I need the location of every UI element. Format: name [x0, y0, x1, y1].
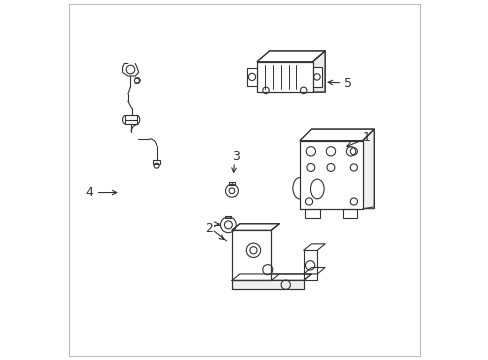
Polygon shape	[231, 274, 311, 280]
Text: 3: 3	[231, 150, 239, 163]
Text: 5: 5	[344, 77, 352, 90]
Text: 4: 4	[85, 186, 93, 199]
Polygon shape	[362, 129, 373, 209]
Polygon shape	[312, 51, 325, 92]
Bar	[343, 209, 357, 218]
Polygon shape	[231, 280, 303, 289]
Polygon shape	[312, 67, 321, 87]
Bar	[225, 216, 231, 219]
Polygon shape	[257, 62, 312, 92]
Polygon shape	[300, 140, 362, 209]
Polygon shape	[231, 230, 271, 280]
Polygon shape	[300, 129, 373, 140]
Polygon shape	[257, 51, 325, 62]
Bar	[228, 182, 234, 185]
Polygon shape	[246, 68, 257, 86]
Polygon shape	[231, 224, 279, 230]
Text: 1: 1	[362, 131, 369, 144]
Text: 2: 2	[204, 222, 212, 235]
Polygon shape	[303, 267, 325, 274]
Bar	[305, 209, 319, 218]
Bar	[153, 160, 160, 164]
